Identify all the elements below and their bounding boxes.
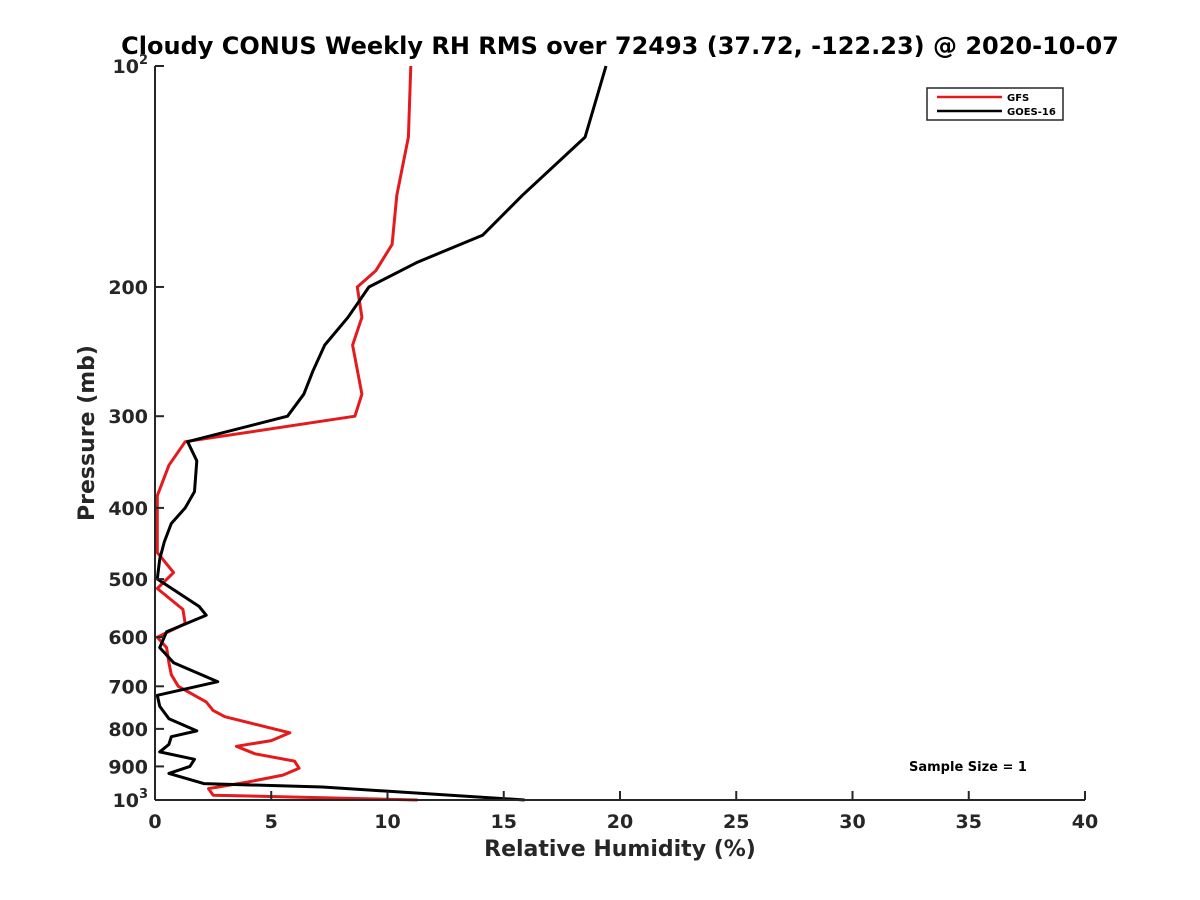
y-tick-label: 900 [108,756,148,778]
y-ticks: 102 200 300 400 500 600 700 800 900 103 [108,53,164,812]
x-tick-label: 10 [374,811,400,833]
series-line-gfs [155,65,418,802]
y-tick-label: 700 [108,676,148,698]
series-line-goes-16 [155,65,608,802]
series-layer [155,65,608,802]
y-tick-label: 300 [108,406,148,428]
sample-size-annotation: Sample Size = 1 [909,760,1027,775]
x-tick-label: 5 [265,811,278,833]
axes [154,66,1085,801]
y-axis-label: Pressure (mb) [75,345,100,521]
x-tick-label: 20 [607,811,633,833]
legend-label-gfs: GFS [1007,93,1029,104]
y-tick-label: 102 [113,53,149,78]
x-ticks: 0 5 10 15 20 25 30 35 40 [148,791,1098,833]
legend: GFS GOES-16 [926,87,1064,121]
chart-title: Cloudy CONUS Weekly RH RMS over 72493 (3… [121,32,1119,60]
y-tick-label: 200 [108,277,148,299]
x-tick-label: 25 [723,811,749,833]
legend-box [926,87,1064,121]
y-tick-label: 800 [108,719,148,741]
x-tick-label: 15 [491,811,517,833]
y-tick-label: 500 [108,569,148,591]
y-tick-label: 600 [108,627,148,649]
x-tick-label: 40 [1072,811,1098,833]
x-tick-label: 0 [148,811,161,833]
legend-label-goes-16: GOES-16 [1007,107,1056,118]
x-tick-label: 30 [839,811,865,833]
x-axis-label: Relative Humidity (%) [484,837,756,862]
x-tick-label: 35 [956,811,982,833]
y-tick-label: 103 [113,787,149,812]
y-tick-label: 400 [108,498,148,520]
